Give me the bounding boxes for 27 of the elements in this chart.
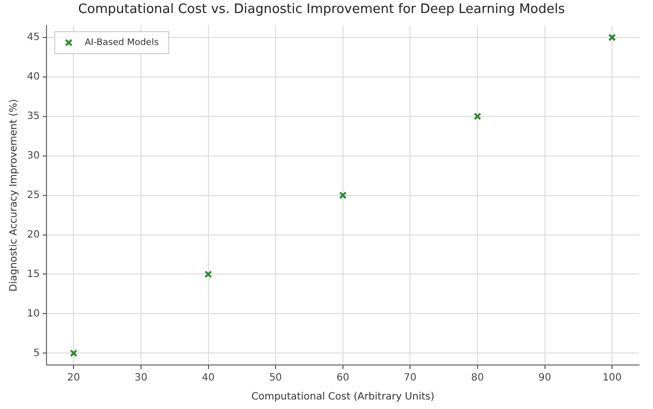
- point: [608, 34, 616, 42]
- x-axis-title: Computational Cost (Arbitrary Units): [251, 392, 434, 403]
- chart-title: Computational Cost vs. Diagnostic Improvement for Deep Learning Models: [78, 2, 566, 18]
- x-tick-label: 60: [336, 372, 350, 384]
- y-tick-label: 40: [26, 72, 40, 82]
- x-tick-label: 30: [134, 372, 148, 384]
- y-tick-label: 25: [26, 190, 40, 201]
- x-tick-label: 80: [471, 372, 484, 384]
- y-tick-label: 45: [26, 32, 40, 44]
- y-tick-label: 20: [26, 229, 40, 240]
- point: [474, 112, 482, 120]
- y-tick-label: 5: [33, 348, 40, 359]
- y-tick-label: 35: [26, 110, 40, 122]
- x-tick-label: 90: [538, 372, 552, 384]
- x-tick-label: 70: [404, 372, 417, 384]
- legend-label: AI-Based Models: [84, 38, 159, 48]
- point: [339, 191, 347, 200]
- x-tick-label: 20: [67, 372, 80, 384]
- x-tick-label: 40: [202, 372, 215, 384]
- y-axis-title: Diagnostic Accuracy Improvement (%): [8, 98, 20, 292]
- y-tick-label: 10: [26, 308, 40, 320]
- x-tick-label: 100: [602, 372, 622, 384]
- y-tick-label: 15: [26, 268, 40, 280]
- point: [204, 270, 212, 278]
- y-tick-label: 30: [26, 150, 40, 162]
- point: [70, 349, 78, 357]
- x-tick-label: 50: [269, 372, 282, 384]
